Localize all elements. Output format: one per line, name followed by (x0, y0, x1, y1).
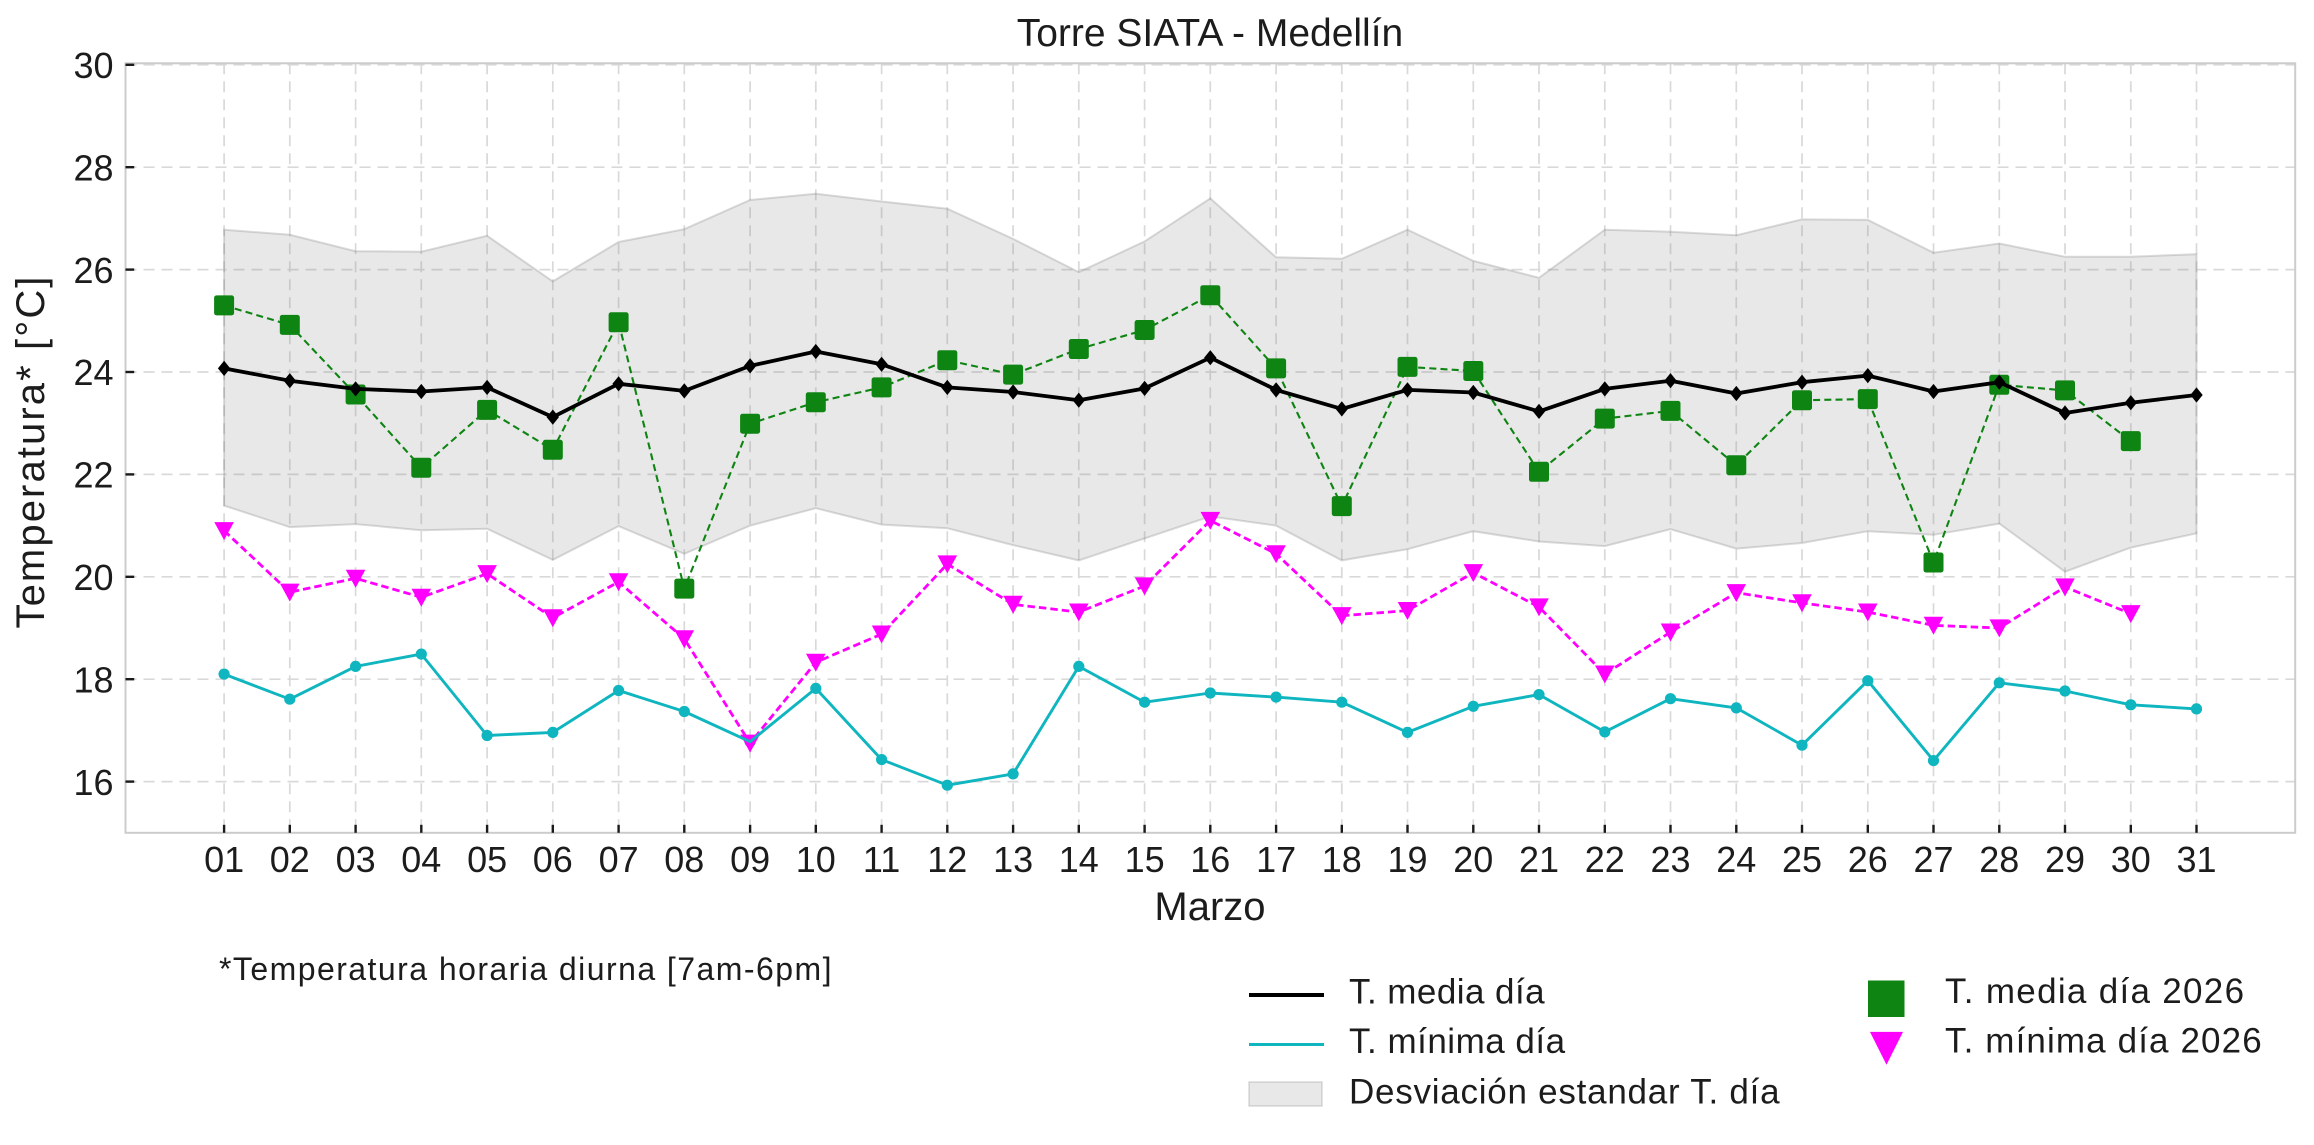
svg-text:Marzo: Marzo (1154, 885, 1265, 929)
svg-text:Torre SIATA - Medellín: Torre SIATA - Medellín (1017, 12, 1404, 55)
svg-text:15: 15 (1125, 839, 1165, 880)
svg-text:03: 03 (336, 839, 376, 880)
svg-text:04: 04 (401, 839, 441, 880)
svg-text:T. mínima día: T. mínima día (1349, 1022, 1566, 1061)
svg-text:16: 16 (73, 762, 113, 803)
svg-text:25: 25 (1782, 839, 1822, 880)
svg-text:17: 17 (1256, 839, 1296, 880)
svg-text:10: 10 (796, 839, 836, 880)
svg-text:22: 22 (1585, 839, 1625, 880)
svg-text:Desviación estandar T. día: Desviación estandar T. día (1349, 1073, 1780, 1112)
svg-text:02: 02 (270, 839, 310, 880)
svg-text:20: 20 (1453, 839, 1493, 880)
svg-text:31: 31 (2176, 839, 2216, 880)
svg-text:T. mínima día 2026: T. mínima día 2026 (1945, 1022, 2263, 1061)
svg-text:19: 19 (1387, 839, 1427, 880)
svg-text:12: 12 (927, 839, 967, 880)
svg-text:26: 26 (73, 250, 113, 291)
svg-text:26: 26 (1848, 839, 1888, 880)
svg-text:*Temperatura horaria diurna [7: *Temperatura horaria diurna [7am-6pm] (219, 951, 833, 987)
svg-text:24: 24 (1716, 839, 1756, 880)
svg-text:18: 18 (1322, 839, 1362, 880)
svg-text:14: 14 (1059, 839, 1099, 880)
svg-text:29: 29 (2045, 839, 2085, 880)
svg-text:27: 27 (1913, 839, 1953, 880)
svg-text:07: 07 (599, 839, 639, 880)
svg-text:01: 01 (204, 839, 244, 880)
svg-text:09: 09 (730, 839, 770, 880)
svg-text:T. media día: T. media día (1349, 973, 1545, 1012)
svg-text:11: 11 (863, 839, 900, 880)
svg-text:08: 08 (664, 839, 704, 880)
svg-text:06: 06 (533, 839, 573, 880)
svg-text:16: 16 (1190, 839, 1230, 880)
svg-text:13: 13 (993, 839, 1033, 880)
svg-text:Temperatura* [°C]: Temperatura* [°C] (9, 274, 53, 628)
svg-text:23: 23 (1650, 839, 1690, 880)
svg-text:28: 28 (73, 147, 113, 188)
svg-text:20: 20 (73, 557, 113, 598)
svg-text:22: 22 (73, 455, 113, 496)
svg-text:21: 21 (1519, 839, 1559, 880)
svg-text:24: 24 (73, 352, 113, 393)
svg-text:30: 30 (2111, 839, 2151, 880)
svg-text:18: 18 (73, 659, 113, 700)
svg-text:30: 30 (73, 45, 113, 86)
svg-text:05: 05 (467, 839, 507, 880)
svg-text:28: 28 (1979, 839, 2019, 880)
svg-text:T. media día 2026: T. media día 2026 (1945, 972, 2245, 1011)
